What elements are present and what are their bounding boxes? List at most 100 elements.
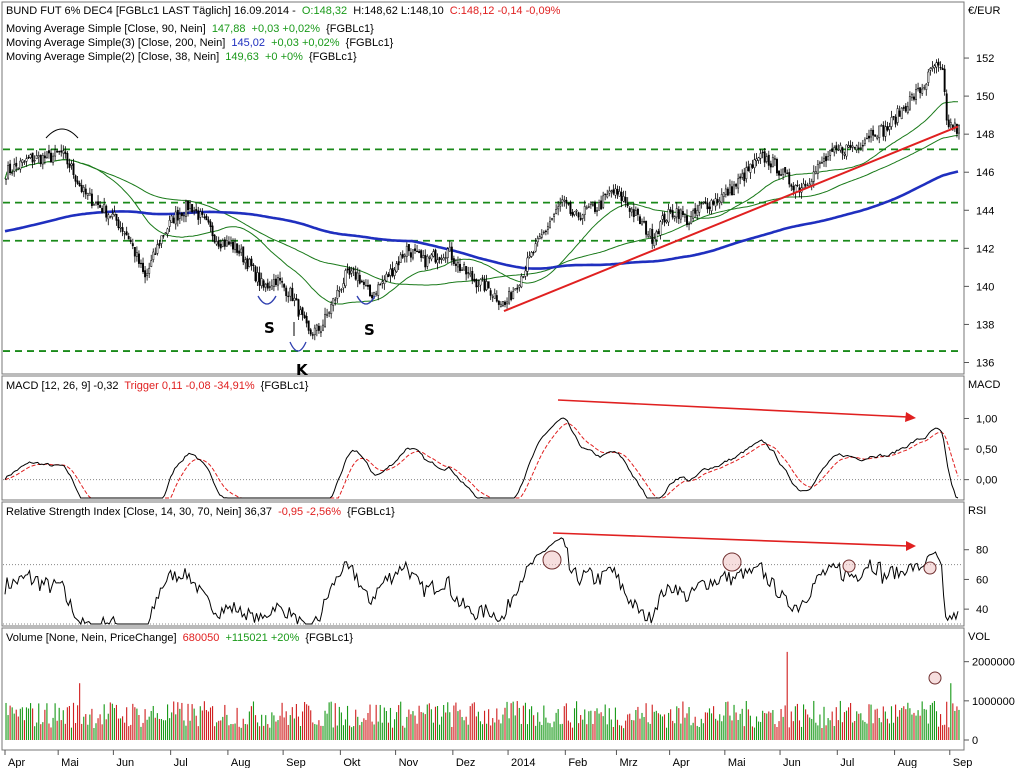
candle-body [894, 116, 897, 125]
candle-body [561, 199, 564, 203]
right-shoulder-arc [356, 295, 376, 305]
macd-divergence-arrow [557, 399, 909, 418]
candle-body [201, 212, 204, 215]
candle-body [377, 284, 380, 296]
price-tick-label-7: 138 [976, 319, 994, 331]
candle-body [387, 274, 390, 278]
candle-body [244, 259, 247, 264]
left-shoulder-arc [257, 295, 277, 305]
month-label-7: Nov [399, 757, 419, 768]
candle-body [133, 247, 136, 257]
open-value: O:148,32 [302, 5, 347, 17]
candle-body [29, 154, 32, 158]
candle-body [688, 223, 691, 225]
candle-body [616, 188, 619, 195]
price-tick-label-6: 140 [976, 281, 994, 293]
candle-body [43, 155, 46, 159]
candle-body [41, 155, 44, 165]
candle-body [512, 291, 515, 299]
candle-body [330, 304, 333, 315]
top-arc [45, 128, 79, 139]
candle-body [953, 122, 956, 128]
candle-body [728, 184, 731, 194]
candle-body [792, 185, 795, 191]
candle-body [868, 135, 870, 139]
candle-body [481, 277, 484, 279]
candle-body [630, 208, 633, 213]
candle-body [125, 231, 128, 236]
candle-body [495, 295, 498, 302]
candle-body [504, 301, 506, 305]
candle-body [544, 230, 547, 233]
candle-body [861, 145, 864, 147]
candle-body [508, 290, 511, 304]
candle-body [878, 125, 881, 138]
candle-body [812, 171, 815, 182]
candle-body [549, 221, 551, 229]
candle-body [461, 269, 464, 271]
candle-body [739, 176, 742, 179]
candle-body [84, 188, 87, 195]
candle-body [105, 205, 108, 218]
candle-body [690, 216, 693, 224]
candle-body [949, 122, 952, 126]
candle-body [189, 202, 192, 209]
candle-body [865, 137, 868, 140]
candle-body [336, 290, 339, 299]
candle-body [362, 281, 365, 285]
currency-label: €/EUR [968, 5, 1000, 17]
candle-body [407, 244, 410, 252]
candle-body [62, 150, 65, 154]
candle-body [346, 268, 349, 271]
macd-tag: {FGBLc1} [261, 380, 309, 392]
candle-body [479, 279, 482, 286]
candle-body [753, 159, 756, 169]
candle-body [555, 208, 558, 214]
candle-body [847, 145, 850, 148]
candle-body [412, 249, 414, 259]
candle-body [955, 123, 958, 134]
candle-body [587, 206, 590, 208]
price-series [3, 58, 963, 352]
candle-body [696, 210, 699, 216]
candle-body [501, 301, 504, 306]
candle-body [782, 168, 785, 175]
candle-body [610, 190, 613, 192]
ma90-label: Moving Average Simple [Close, 90, Nein] [6, 23, 206, 35]
candle-body [553, 214, 556, 217]
candle-body [430, 254, 433, 260]
ma90-value: 147,88 [212, 23, 246, 35]
month-label-17: Sep [953, 757, 973, 768]
candle-body [874, 134, 877, 137]
candle-body [383, 279, 386, 284]
volume-change: +115021 +20% [225, 632, 299, 644]
candle-body [448, 246, 451, 252]
candle-body [158, 243, 161, 246]
candle-body [606, 194, 609, 198]
candle-body [334, 299, 337, 301]
candle-body [886, 126, 889, 131]
shoulder-right-label: S [364, 321, 375, 339]
candle-body [669, 209, 672, 212]
macd-tick-label-1: 0,50 [976, 444, 997, 456]
candle-body [600, 200, 603, 210]
candle-body [185, 201, 187, 217]
candle-body [195, 209, 198, 212]
candle-body [197, 210, 200, 220]
candle-body [109, 216, 112, 218]
candle-body [428, 257, 431, 259]
candle-body [559, 203, 562, 207]
candle-body [242, 246, 245, 263]
candle-body [528, 255, 531, 258]
candle-body [575, 210, 578, 212]
month-label-10: Feb [568, 757, 587, 768]
candle-body [172, 217, 175, 224]
volume-series [5, 651, 960, 740]
candle-body [896, 108, 899, 123]
candle-body [17, 167, 20, 169]
candle-body [919, 87, 922, 94]
candle-body [876, 136, 879, 139]
candle-body [113, 211, 116, 215]
candle-body [927, 71, 930, 83]
candle-body [622, 196, 625, 202]
